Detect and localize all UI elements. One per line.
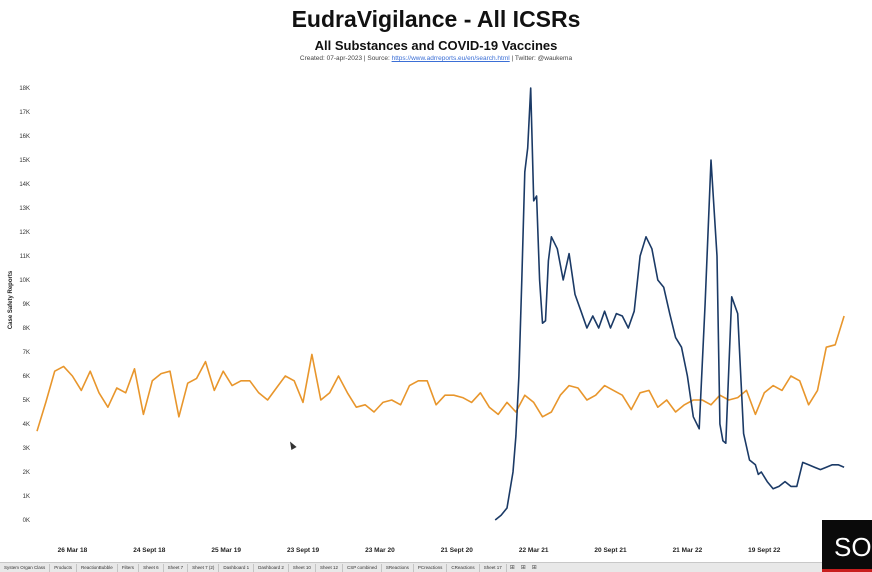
series-lines (36, 87, 845, 521)
sheet-tab[interactable]: Dashboard 2 (254, 563, 289, 572)
new-sheet-icon[interactable]: ⊞ (509, 564, 515, 571)
sheet-tab[interactable]: CSP combined (343, 563, 382, 572)
x-tick-label: 24 Sept 18 (133, 547, 166, 554)
x-axis: 26 Mar 18 24 Sept 18 25 Mar 19 23 Sept 19 23… (58, 547, 781, 554)
y-axis-title: Case Safety Reports (8, 270, 14, 329)
overlay-badge-bar (822, 569, 872, 572)
sheet-tab[interactable]: Products (50, 563, 78, 572)
sheet-tab[interactable]: Sheet 7 (2) (188, 563, 220, 572)
x-tick-label: 23 Sept 19 (287, 547, 320, 554)
y-tick-label: 5K (23, 398, 30, 404)
new-dashboard-icon[interactable]: ⊞ (520, 564, 526, 571)
x-tick-label: 22 Mar 21 (519, 547, 549, 554)
sheet-tab[interactable]: PCreactions (414, 563, 448, 572)
sheet-tab[interactable]: Dashboard 1 (219, 563, 255, 572)
sheet-tab[interactable]: Sheet 17 (480, 563, 507, 572)
chart-credits: Created: 07-apr-2023 | Source: https://w… (0, 55, 872, 62)
x-tick-label: 25 Mar 19 (211, 547, 241, 554)
y-tick-label: 1K (23, 494, 30, 500)
credits-suffix: | Twitter: @waukema (509, 55, 573, 62)
sheet-tab[interactable]: Sheet 12 (316, 563, 343, 572)
x-tick-label: 21 Sept 20 (441, 547, 474, 554)
y-tick-label: 2K (23, 470, 30, 476)
series-line-1 (494, 87, 845, 521)
credits-prefix: Created: 07-apr-2023 | Source: (299, 55, 392, 62)
y-tick-label: 11K (20, 254, 30, 260)
y-tick-label: 0K (23, 518, 30, 524)
sheet-tab[interactable]: Filters (118, 563, 140, 572)
y-tick-label: 7K (23, 350, 30, 356)
y-tick-label: 8K (23, 326, 30, 332)
y-tick-label: 3K (23, 446, 30, 452)
sheet-tab[interactable]: Sheet 7 (164, 563, 189, 572)
y-tick-label: 10K (19, 278, 30, 284)
chart-subtitle: All Substances and COVID-19 Vaccines (314, 38, 558, 53)
y-tick-label: 13K (19, 206, 30, 212)
series-line-0 (36, 315, 845, 432)
y-tick-label: 16K (19, 134, 30, 140)
y-tick-label: 6K (23, 374, 30, 380)
sheet-tab[interactable]: ReactionBubble (77, 563, 118, 572)
y-tick-label: 17K (19, 110, 30, 116)
x-tick-label: 19 Sept 22 (748, 547, 781, 554)
y-tick-label: 14K (19, 182, 30, 188)
x-tick-label: 21 Mar 22 (673, 547, 703, 554)
x-tick-label: 20 Sept 21 (594, 547, 627, 554)
sheet-tab[interactable]: Sheet 6 (139, 563, 164, 572)
y-tick-label: 15K (19, 158, 30, 164)
chart-title: EudraVigilance - All ICSRs (291, 6, 581, 32)
y-tick-label: 12K (19, 230, 30, 236)
x-tick-label: 26 Mar 18 (58, 547, 88, 554)
sheet-tab[interactable]: SReactions (382, 563, 414, 572)
y-tick-label: 9K (23, 302, 30, 308)
y-axis: 0K 1K 2K 3K 4K 5K 6K 7K 8K 9K 10K 11K 12K 13K 14K 15K 16… (19, 86, 30, 524)
source-link[interactable]: https://www.adrreports.eu/en/search.html (391, 55, 510, 62)
y-tick-label: 4K (23, 422, 30, 428)
sheet-tab[interactable]: Sheet 10 (289, 563, 316, 572)
y-tick-label: 18K (19, 86, 30, 92)
sheet-tab-bar: System Organ Class Products ReactionBubble… (0, 562, 872, 572)
new-story-icon[interactable]: ⊞ (531, 564, 537, 571)
x-tick-label: 23 Mar 20 (365, 547, 395, 554)
sheet-tab[interactable]: System Organ Class (0, 563, 51, 572)
sheet-tab[interactable]: CReactions (447, 563, 480, 572)
overlay-badge: SO (822, 520, 872, 572)
